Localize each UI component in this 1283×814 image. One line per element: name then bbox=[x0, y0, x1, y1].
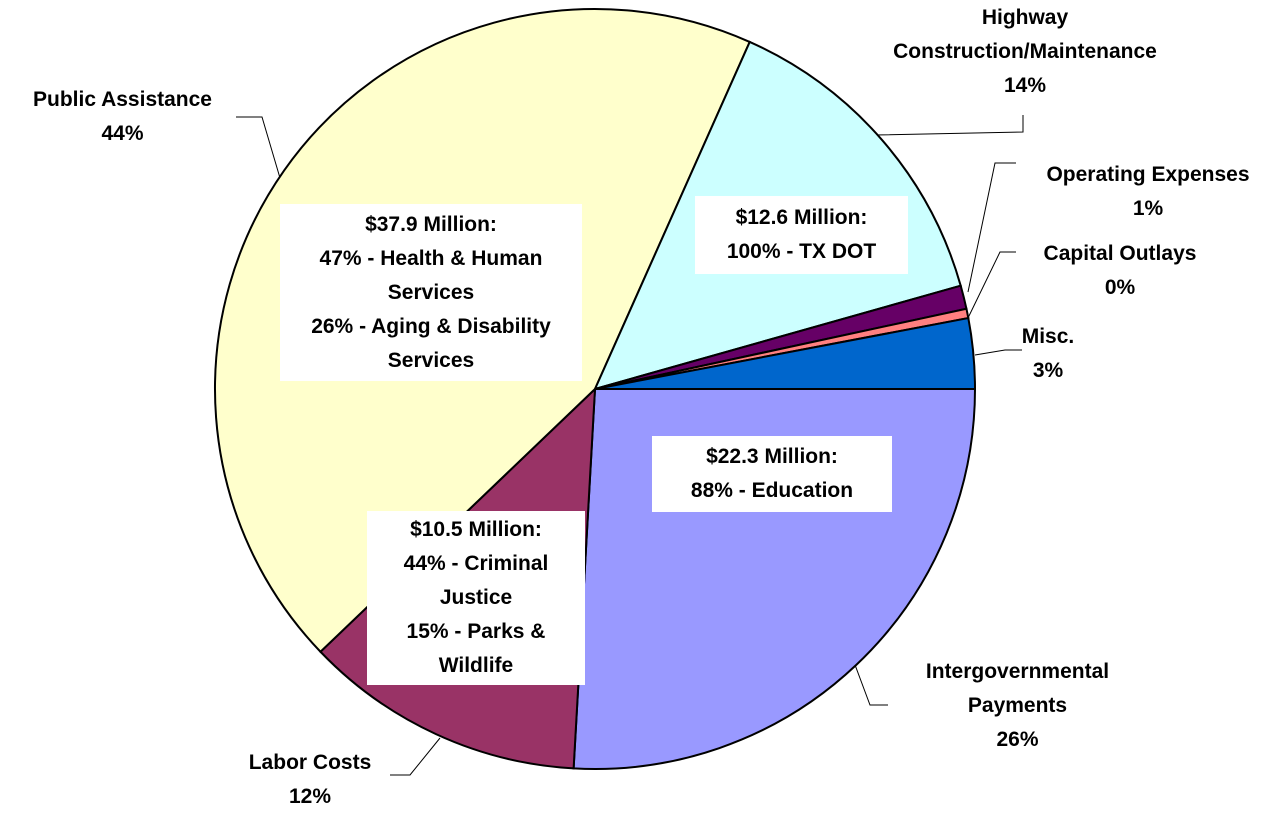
category-name: Labor Costs bbox=[248, 751, 372, 774]
category-name: Highway Construction/Maintenance bbox=[893, 6, 1157, 63]
annotation-box: $22.3 Million: 88% - Education bbox=[652, 436, 892, 512]
percent-label: 3% bbox=[1032, 359, 1064, 382]
slice-label: Operating Expenses 1% bbox=[1010, 158, 1283, 226]
pie-slice bbox=[594, 316, 977, 390]
slice-label: Labor Costs 12% bbox=[210, 746, 410, 814]
slice-label: Intergovernmental Payments 26% bbox=[880, 655, 1155, 757]
annotation-line: 47% - Health & Human Services bbox=[319, 246, 543, 304]
leader-line bbox=[236, 116, 281, 179]
annotation-line: $10.5 Million: bbox=[410, 518, 542, 541]
category-name: Misc. bbox=[1021, 325, 1075, 348]
slice-label: Capital Outlays 0% bbox=[1010, 237, 1230, 305]
annotation-line: 44% - Criminal Justice bbox=[403, 552, 549, 609]
leader-line bbox=[390, 737, 441, 776]
annotation-line: 100% - TX DOT bbox=[726, 240, 877, 263]
category-name: Intergovernmental Payments bbox=[925, 660, 1110, 717]
percent-label: 12% bbox=[288, 785, 332, 808]
percent-label: 1% bbox=[1132, 197, 1164, 220]
category-name: Public Assistance bbox=[33, 88, 212, 111]
percent-label: 0% bbox=[1104, 276, 1136, 299]
slice-label: Public Assistance 44% bbox=[0, 83, 245, 151]
leader-line bbox=[874, 115, 1024, 136]
annotation-line: $22.3 Million: bbox=[706, 445, 838, 468]
leader-line bbox=[967, 162, 1016, 293]
annotation-line: 15% - Parks & Wildlife bbox=[406, 620, 546, 677]
annotation-line: $12.6 Million: bbox=[735, 206, 868, 229]
annotation-box: $37.9 Million: 47% - Health & Human Servi… bbox=[280, 204, 582, 381]
percent-label: 26% bbox=[996, 728, 1039, 751]
leader-line bbox=[974, 349, 1022, 356]
category-name: Capital Outlays bbox=[1043, 242, 1197, 265]
annotation-line: 26% - Aging & Disability Services bbox=[311, 314, 551, 372]
annotation-box: $10.5 Million: 44% - Criminal Justice 15% … bbox=[367, 511, 585, 685]
category-name: Operating Expenses bbox=[1046, 163, 1250, 186]
percent-label: 14% bbox=[1003, 74, 1047, 97]
annotation-box: $12.6 Million: 100% - TX DOT bbox=[695, 196, 908, 274]
percent-label: 44% bbox=[101, 122, 144, 145]
slice-label: Highway Construction/Maintenance 14% bbox=[850, 1, 1200, 103]
annotation-line: $37.9 Million: bbox=[365, 212, 497, 236]
slices bbox=[214, 8, 977, 770]
leader-line bbox=[967, 251, 1016, 319]
annotation-line: 88% - Education bbox=[690, 479, 854, 502]
slice-label: Misc. 3% bbox=[998, 320, 1098, 388]
